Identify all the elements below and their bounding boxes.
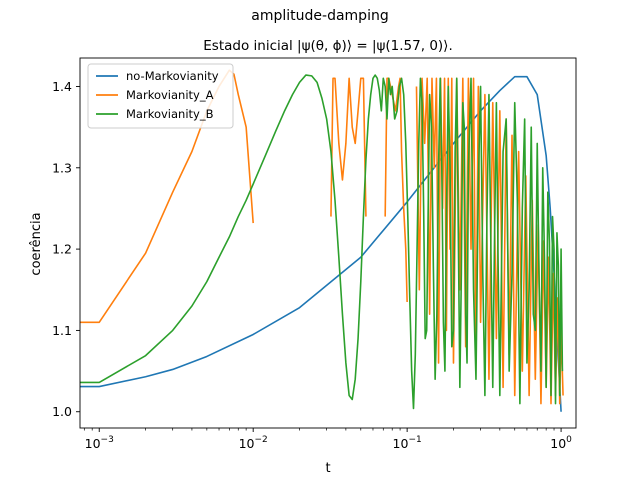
y-tick-label: 1.2	[52, 242, 72, 257]
y-tick-label: 1.4	[52, 79, 72, 94]
y-tick-label: 1.1	[52, 323, 72, 338]
x-tick-label: 10−1	[393, 435, 422, 451]
series-0	[80, 75, 562, 412]
series-line-0-0	[80, 75, 562, 412]
legend-label: Markovianity_B	[126, 107, 214, 121]
x-axis-label: t	[325, 461, 330, 476]
series-line-2-0	[80, 74, 564, 410]
series-line-1-1	[330, 77, 367, 217]
y-tick-label: 1.3	[52, 160, 72, 175]
chart-title: Estado inicial |ψ(θ, ϕ)⟩ = |ψ(1.57, 0)⟩.	[203, 38, 452, 54]
plot-frame	[79, 57, 577, 429]
series-2	[80, 74, 564, 410]
series-layer	[80, 69, 564, 412]
axis-layer: 1.0 1.1 1.2 1.3 1.4 10−3 10−2 10−1 100	[52, 57, 577, 451]
legend-label: Markovianity_A	[126, 88, 214, 102]
y-axis-label: coerência	[29, 212, 44, 275]
chart-suptitle: amplitude-damping	[251, 8, 388, 24]
x-tick-label: 10−3	[85, 435, 114, 451]
legend: no-Markovianity Markovianity_A Markovianit…	[87, 63, 234, 129]
legend-label: no-Markovianity	[126, 69, 219, 83]
x-tick-label: 10−2	[239, 435, 268, 451]
x-tick-label: 100	[550, 435, 572, 451]
y-tick-label: 1.0	[52, 404, 72, 419]
legend-box	[87, 63, 234, 129]
